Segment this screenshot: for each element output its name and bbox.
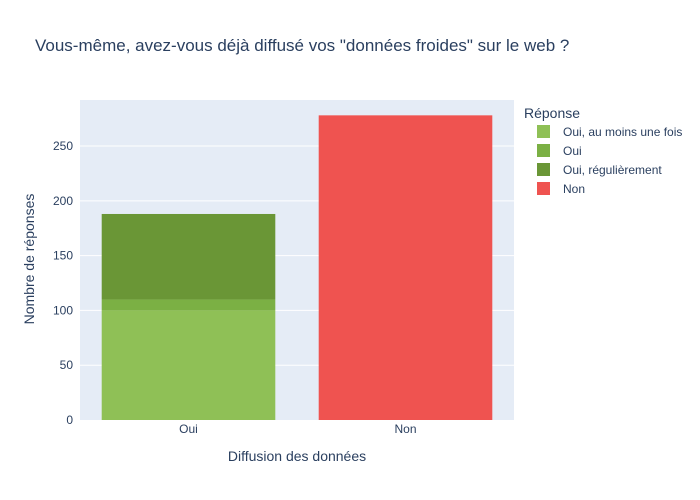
x-tick-label: Non <box>394 422 416 436</box>
y-tick-label: 150 <box>53 249 73 263</box>
x-axis-title: Diffusion des données <box>228 448 366 464</box>
chart-title: Vous-même, avez-vous déjà diffusé vos "d… <box>35 36 569 55</box>
bar-segment <box>101 299 276 311</box>
y-tick-label: 250 <box>53 139 73 153</box>
legend-swatch <box>537 144 550 157</box>
y-tick-label: 0 <box>66 413 73 427</box>
bars <box>101 115 493 420</box>
legend-title: Réponse <box>524 105 580 121</box>
y-tick-label: 50 <box>60 358 74 372</box>
y-tick-label: 200 <box>53 194 73 208</box>
legend-item-label: Non <box>563 182 585 196</box>
legend-item-label: Oui, régulièrement <box>563 163 662 177</box>
bar-segment <box>101 213 276 300</box>
x-axis-ticks: Oui Non <box>179 422 416 436</box>
legend-swatch <box>537 125 550 138</box>
y-tick-label: 100 <box>53 303 73 317</box>
x-tick-label: Oui <box>179 422 198 436</box>
legend-swatch <box>537 182 550 195</box>
bar-segment <box>318 115 493 420</box>
legend: Réponse Oui, au moins une fois Oui Oui, ré… <box>524 105 682 196</box>
legend-item-label: Oui <box>563 144 582 158</box>
y-axis-ticks: 0 50 100 150 200 250 <box>53 139 73 427</box>
legend-swatch <box>537 163 550 176</box>
bar-segment <box>101 310 276 420</box>
y-axis-title: Nombre de réponses <box>21 194 37 325</box>
legend-item-label: Oui, au moins une fois <box>563 125 682 139</box>
